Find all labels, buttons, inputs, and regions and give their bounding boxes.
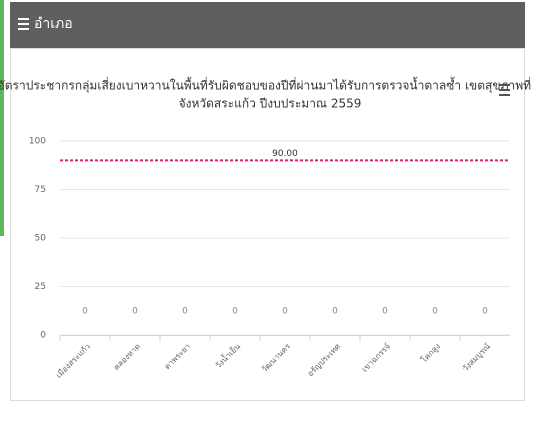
green-accent [0, 0, 4, 236]
panel-header [10, 2, 525, 48]
chart-subtitle: จังหวัดสระแก้ว ปีงบประมาณ 2559 [179, 97, 362, 111]
y-tick-label: 0 [40, 331, 46, 341]
y-tick-label: 75 [35, 185, 46, 195]
chart-title: อัตราประชากรกลุ่มเสี่ยงเบาหวานในพื้นที่ร… [0, 77, 533, 94]
y-tick-label: 25 [35, 282, 46, 292]
export-menu[interactable] [499, 84, 510, 96]
data-label: 0 [382, 307, 388, 317]
data-label: 0 [82, 307, 88, 317]
data-label: 0 [132, 307, 138, 317]
data-label: 0 [182, 307, 188, 317]
chart-panel [10, 48, 525, 401]
data-label: 0 [332, 307, 338, 317]
data-label: 0 [232, 307, 238, 317]
y-tick-label: 100 [29, 137, 46, 147]
menu-icon[interactable] [18, 18, 29, 30]
y-tick-label: 50 [35, 234, 47, 244]
plot-line-label: 90.00 [272, 149, 298, 159]
data-label: 0 [482, 307, 488, 317]
header-title: อำเภอ [34, 16, 73, 32]
data-label: 0 [432, 307, 438, 317]
data-label: 0 [282, 307, 288, 317]
